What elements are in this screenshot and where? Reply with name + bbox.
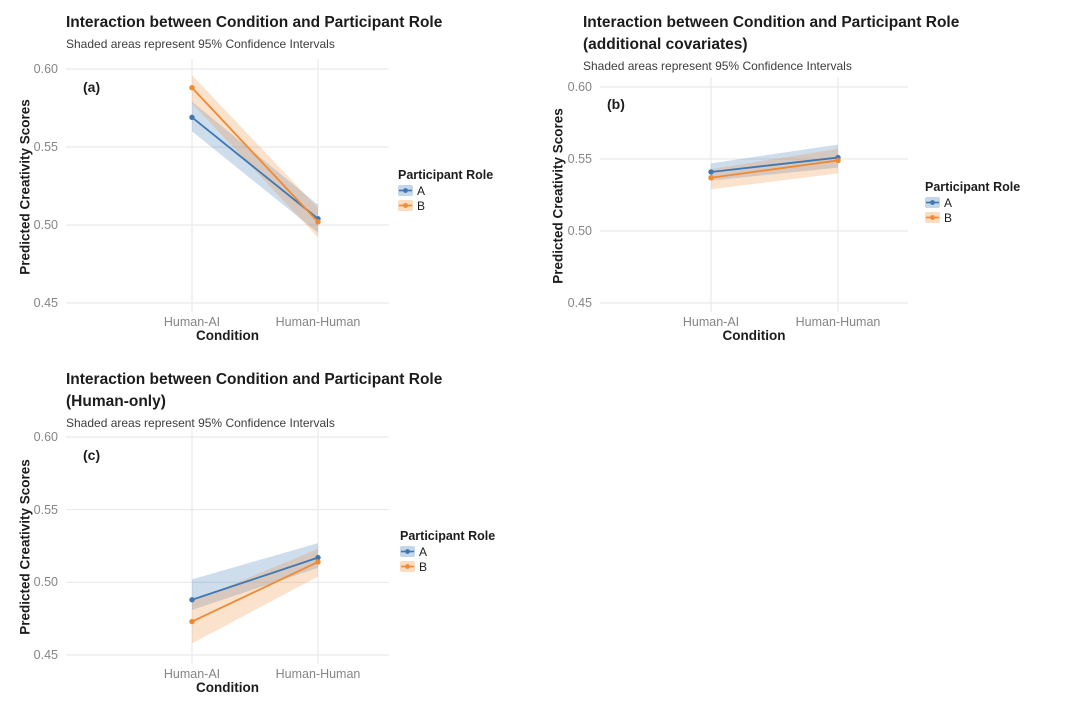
point-b-human-human [315, 219, 321, 225]
legend-label-b: B [944, 210, 953, 225]
panel-tag: (a) [83, 79, 101, 95]
x-tick-label: Human-Human [795, 315, 881, 329]
y-tick-label: 0.60 [33, 430, 58, 444]
line-a [710, 156, 839, 173]
line-a [191, 556, 319, 601]
legend-item-b: B [398, 198, 493, 213]
x-axis-title: Condition [196, 328, 259, 343]
point-a-human-ai [189, 114, 195, 121]
ci-ribbon-b [192, 75, 318, 238]
line-b [710, 159, 839, 179]
x-tick-label: Human-AI [682, 315, 740, 329]
y-tick-label: 0.55 [33, 502, 58, 517]
x-tick-label: Human-Human [275, 315, 361, 329]
panel-a-titleblock: Interaction between Condition and Partic… [66, 12, 442, 53]
legend-key-glyph [399, 188, 412, 193]
panel-title: Interaction between Condition and Partic… [583, 14, 960, 31]
panel-tag: (c) [83, 447, 101, 463]
x-axis-title: Condition [196, 680, 259, 695]
y-tick-label: 0.60 [567, 80, 592, 94]
legend-label-a: A [944, 195, 953, 210]
point-a-human-ai [189, 597, 195, 603]
y-tick-label: 0.55 [33, 140, 58, 154]
legend-item-a: A [400, 544, 495, 559]
legend-item-a: A [925, 195, 1020, 210]
legend-label-a: A [419, 544, 428, 559]
y-tick-label: 0.45 [33, 296, 58, 310]
y-tick-label: 0.45 [33, 648, 58, 662]
panel-title: Interaction between Condition and Partic… [66, 14, 443, 31]
x-tick-label: Human-AI [163, 667, 221, 681]
legend-key-a-icon [398, 185, 413, 196]
ci-ribbon-a [192, 543, 318, 610]
legend-key-glyph [926, 200, 939, 205]
legend-title: Participant Role [398, 168, 494, 182]
point-b-human-human [835, 157, 841, 164]
point-b-human-ai [189, 85, 195, 91]
point-b-human-ai [189, 618, 195, 625]
legend-label-b: B [417, 198, 426, 213]
panel-subtitle: Shaded areas represent 95% Confidence In… [66, 37, 335, 51]
panel-title: Interaction between Condition and Partic… [66, 371, 443, 388]
panel-b-titleblock: Interaction between Condition and Partic… [583, 12, 959, 75]
line-b [191, 561, 319, 623]
legend: Participant Role A B [925, 180, 1020, 225]
legend-label-b: B [419, 559, 428, 574]
y-tick-label: 0.60 [33, 62, 58, 76]
point-a-human-ai [708, 169, 714, 175]
ci-ribbon-a [711, 144, 838, 181]
legend-key-glyph [926, 215, 939, 220]
panel-subtitle: Shaded areas represent 95% Confidence In… [66, 416, 335, 430]
panel-b: Interaction between Condition and Partic… [533, 0, 1066, 357]
legend-item-a: A [398, 183, 493, 198]
legend-title: Participant Role [400, 529, 496, 543]
legend-title: Participant Role [925, 180, 1021, 194]
panel-c-titleblock: Interaction between Condition and Partic… [66, 369, 442, 432]
ci-ribbon-b [192, 548, 318, 644]
panel-subtitle: Shaded areas represent 95% Confidence In… [583, 59, 852, 73]
panel-a: Interaction between Condition and Partic… [0, 0, 533, 357]
legend-item-b: B [925, 210, 1020, 225]
point-a-human-human [315, 554, 321, 561]
y-tick-label: 0.45 [567, 296, 592, 310]
panel-a-chart [66, 59, 389, 312]
legend-key-glyph [399, 203, 412, 208]
panel-b-chart [600, 77, 908, 312]
y-tick-label: 0.55 [567, 152, 592, 166]
legend-key-a-icon [925, 197, 940, 208]
line-b [191, 87, 319, 223]
panel-title-line2: (additional covariates) [583, 36, 748, 53]
panel-title-line2: (Human-only) [66, 393, 166, 410]
point-b-human-ai [708, 175, 714, 181]
legend-key-glyph [401, 549, 414, 554]
panel-tag: (b) [607, 96, 625, 112]
legend: Participant Role A B [400, 529, 495, 574]
point-b-human-human [315, 559, 321, 565]
legend-key-b-icon [925, 212, 940, 223]
legend-label-a: A [417, 183, 426, 198]
legend-item-b: B [400, 559, 495, 574]
panel-c: Interaction between Condition and Partic… [0, 357, 533, 714]
x-axis-title: Condition [722, 328, 786, 343]
legend-key-b-icon [400, 561, 415, 572]
y-tick-label: 0.50 [567, 224, 592, 238]
legend-key-glyph [401, 564, 414, 569]
panel-c-chart [66, 427, 389, 664]
x-tick-label: Human-AI [163, 315, 221, 329]
y-tick-label: 0.50 [33, 575, 58, 590]
legend-key-a-icon [400, 546, 415, 557]
legend-key-b-icon [398, 200, 413, 211]
x-tick-label: Human-Human [275, 667, 361, 681]
y-tick-label: 0.50 [33, 218, 58, 232]
line-a [191, 116, 319, 220]
legend: Participant Role A B [398, 168, 493, 213]
